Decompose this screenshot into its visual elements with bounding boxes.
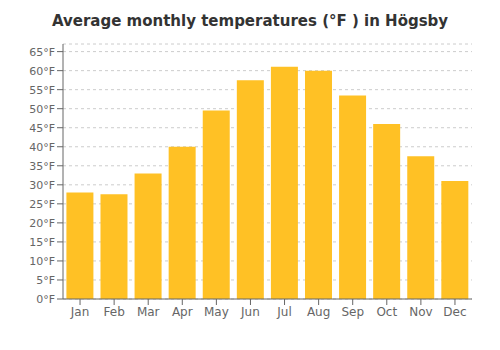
svg-text:Oct: Oct — [376, 305, 397, 319]
svg-text:Dec: Dec — [443, 305, 466, 319]
svg-text:5°F: 5°F — [36, 274, 55, 287]
svg-text:50°F: 50°F — [29, 103, 55, 116]
svg-text:65°F: 65°F — [29, 46, 55, 59]
svg-text:55°F: 55°F — [29, 84, 55, 97]
svg-text:60°F: 60°F — [29, 65, 55, 78]
svg-text:May: May — [204, 305, 229, 319]
svg-text:30°F: 30°F — [29, 179, 55, 192]
svg-text:Aug: Aug — [307, 305, 330, 319]
svg-text:20°F: 20°F — [29, 217, 55, 230]
svg-text:Jun: Jun — [240, 305, 260, 319]
svg-text:Mar: Mar — [137, 305, 160, 319]
svg-text:Apr: Apr — [172, 305, 193, 319]
svg-text:0°F: 0°F — [36, 293, 55, 306]
svg-text:Feb: Feb — [104, 305, 125, 319]
svg-text:15°F: 15°F — [29, 236, 55, 249]
svg-text:Sep: Sep — [341, 305, 364, 319]
html-text:Average monthly temperatures (: Average monthly temperatures (°F ) in Hö… — [51, 12, 449, 30]
svg-text:40°F: 40°F — [29, 141, 55, 154]
svg-text:Jan: Jan — [70, 305, 90, 319]
svg-text:Jul: Jul — [276, 305, 291, 319]
svg-text:25°F: 25°F — [29, 198, 55, 211]
svg-text:35°F: 35°F — [29, 160, 55, 173]
svg-text:10°F: 10°F — [29, 255, 55, 268]
svg-text:45°F: 45°F — [29, 122, 55, 135]
svg-text:Nov: Nov — [409, 305, 432, 319]
